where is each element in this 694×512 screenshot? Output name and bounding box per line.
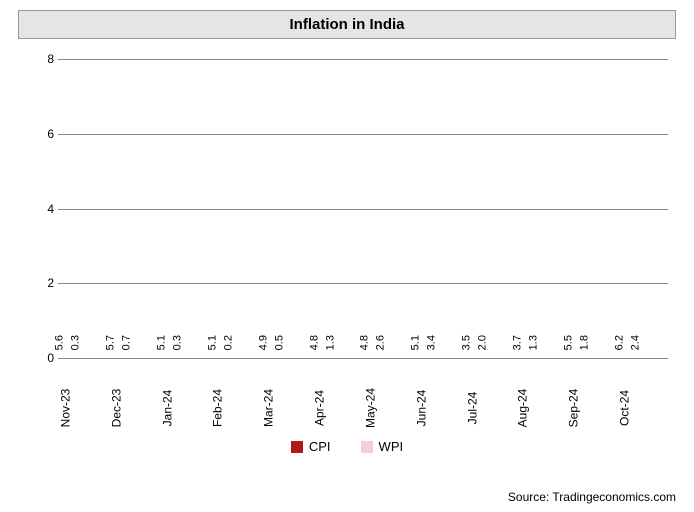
plot-area: 5.60.35.70.75.10.35.10.24.90.54.81.34.82… xyxy=(58,59,668,359)
bar-value-label: 0.3 xyxy=(171,335,185,350)
legend-label-cpi: CPI xyxy=(309,439,331,454)
bar-value-label: 2.0 xyxy=(476,335,490,350)
legend-item-wpi: WPI xyxy=(361,439,404,454)
grid-line xyxy=(58,209,668,210)
bar-value-label: 4.8 xyxy=(308,335,322,350)
bar-value-label: 4.9 xyxy=(257,335,271,350)
x-tick-label: Jun-24 xyxy=(414,383,464,434)
bar-value-label: 1.3 xyxy=(324,335,338,350)
bar-value-label: 5.1 xyxy=(206,335,220,350)
y-tick-label: 6 xyxy=(38,127,54,141)
y-tick-label: 0 xyxy=(38,351,54,365)
grid-line xyxy=(58,283,668,284)
bar-value-label: 5.6 xyxy=(54,335,68,350)
x-tick-label: Mar-24 xyxy=(262,383,312,434)
bar-value-label: 2.4 xyxy=(629,335,643,350)
x-tick-label: Feb-24 xyxy=(211,383,261,434)
legend-label-wpi: WPI xyxy=(379,439,404,454)
bar-value-label: 0.5 xyxy=(273,335,287,350)
bar-value-label: 6.2 xyxy=(613,335,627,350)
x-tick-label: Oct-24 xyxy=(618,383,668,434)
bar-value-label: 5.1 xyxy=(155,335,169,350)
x-axis-labels: Nov-23Dec-23Jan-24Feb-24Mar-24Apr-24May-… xyxy=(58,359,668,409)
source-text: Source: Tradingeconomics.com xyxy=(508,490,676,504)
bar-value-label: 0.7 xyxy=(121,335,135,350)
x-tick-label: May-24 xyxy=(363,383,413,434)
bar-value-label: 1.8 xyxy=(578,335,592,350)
bar-value-label: 4.8 xyxy=(359,335,373,350)
y-tick-label: 4 xyxy=(38,202,54,216)
x-tick-label: Jan-24 xyxy=(160,383,210,434)
bar-value-label: 1.3 xyxy=(527,335,541,350)
chart-area: 5.60.35.70.75.10.35.10.24.90.54.81.34.82… xyxy=(38,59,668,409)
bar-value-label: 0.3 xyxy=(70,335,84,350)
legend-swatch-wpi xyxy=(361,441,373,453)
x-tick-label: Sep-24 xyxy=(567,383,617,434)
x-tick-label: Dec-23 xyxy=(109,383,159,434)
bar-value-label: 3.5 xyxy=(460,335,474,350)
legend-item-cpi: CPI xyxy=(291,439,331,454)
grid-line xyxy=(58,59,668,60)
bar-value-label: 5.7 xyxy=(105,335,119,350)
legend: CPI WPI xyxy=(18,439,676,454)
bar-value-label: 2.6 xyxy=(375,335,389,350)
chart-title: Inflation in India xyxy=(18,10,676,39)
x-tick-label: Aug-24 xyxy=(516,383,566,434)
x-tick-label: Nov-23 xyxy=(58,383,108,434)
grid-line xyxy=(58,134,668,135)
bar-value-label: 0.2 xyxy=(222,335,236,350)
y-tick-label: 2 xyxy=(38,276,54,290)
bar-value-label: 3.4 xyxy=(426,335,440,350)
bar-value-label: 5.1 xyxy=(410,335,424,350)
bar-value-label: 5.5 xyxy=(562,335,576,350)
x-tick-label: Jul-24 xyxy=(465,383,515,434)
y-tick-label: 8 xyxy=(38,52,54,66)
bar-value-label: 3.7 xyxy=(511,335,525,350)
x-tick-label: Apr-24 xyxy=(313,383,363,434)
legend-swatch-cpi xyxy=(291,441,303,453)
